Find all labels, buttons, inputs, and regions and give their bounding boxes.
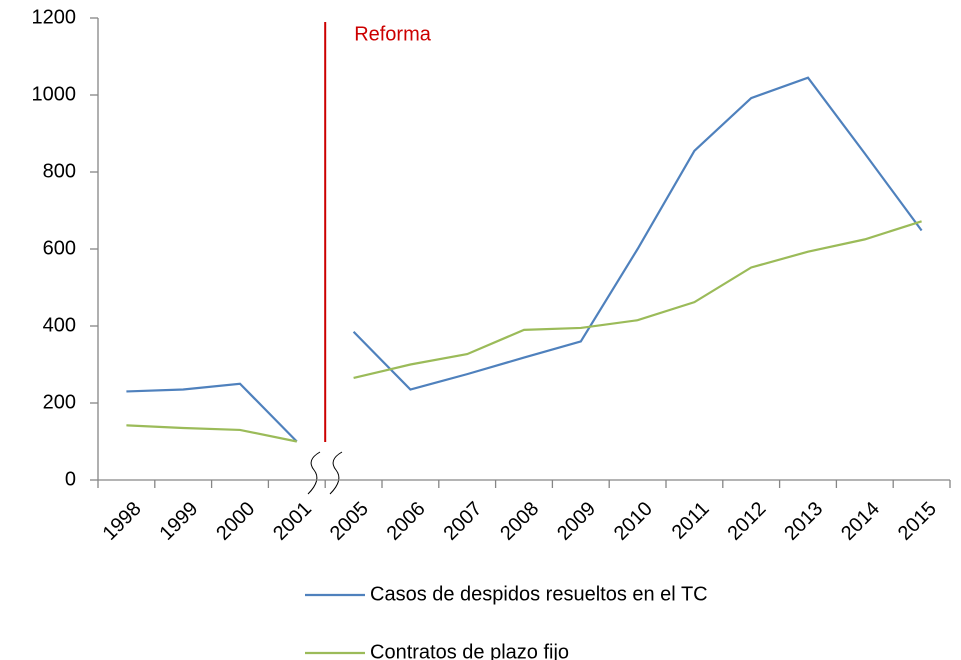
x-tick-label: 2006 [383, 498, 430, 545]
break-mark [329, 451, 343, 495]
x-tick-label: 2005 [326, 498, 373, 545]
y-tick-label: 1000 [32, 83, 77, 105]
x-tick-label: 1998 [99, 498, 146, 545]
x-tick-label: 2009 [553, 498, 600, 545]
y-tick-label: 600 [43, 237, 76, 259]
x-tick-label: 2011 [668, 498, 714, 544]
x-tick-label: 2008 [496, 498, 543, 545]
x-tick-label: 2014 [837, 498, 884, 545]
annotation: Reforma [354, 23, 432, 45]
y-tick-label: 800 [43, 160, 76, 182]
x-tick-label: 2010 [610, 498, 657, 545]
series-line [353, 220, 922, 380]
y-tick-label: 0 [65, 468, 76, 490]
x-tick-label: 2015 [894, 498, 941, 545]
break-mark [307, 451, 321, 495]
x-tick-label: 1999 [155, 498, 202, 545]
x-tick-label: 2012 [723, 498, 770, 545]
legend-label: Casos de despidos resueltos en el TC [370, 583, 708, 605]
y-tick-label: 1200 [32, 6, 77, 28]
series-line [126, 424, 298, 443]
y-tick-label: 400 [43, 314, 76, 336]
series-line [352, 76, 923, 391]
legend-label: Contratos de plazo fijo [370, 641, 569, 660]
x-tick-label: 2007 [439, 498, 486, 545]
y-tick-label: 200 [43, 391, 76, 413]
x-tick-label: 2001 [269, 498, 316, 545]
series-line [126, 382, 298, 443]
axis-break [307, 451, 343, 495]
x-tick-label: 2000 [212, 498, 259, 545]
x-tick-label: 2013 [780, 498, 827, 545]
